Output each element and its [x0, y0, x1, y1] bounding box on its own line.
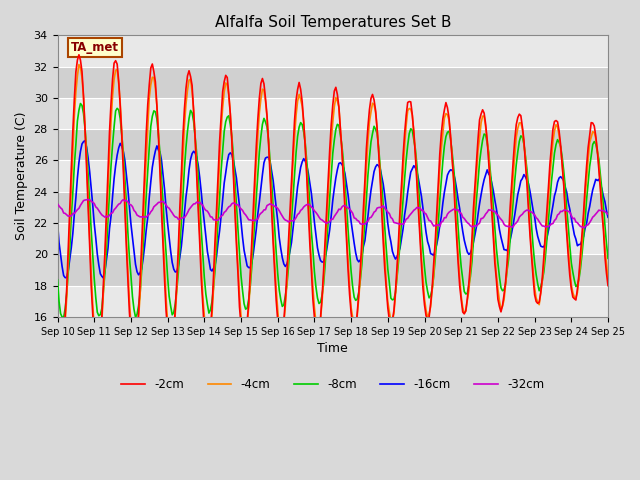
Bar [58, 160, 608, 192]
Bar [58, 254, 608, 286]
Bar [58, 192, 608, 223]
Title: Alfalfa Soil Temperatures Set B: Alfalfa Soil Temperatures Set B [214, 15, 451, 30]
Bar [58, 67, 608, 98]
Text: TA_met: TA_met [71, 41, 119, 54]
Y-axis label: Soil Temperature (C): Soil Temperature (C) [15, 112, 28, 240]
Legend: -2cm, -4cm, -8cm, -16cm, -32cm: -2cm, -4cm, -8cm, -16cm, -32cm [116, 373, 549, 396]
Bar [58, 129, 608, 160]
Bar [58, 98, 608, 129]
Bar [58, 36, 608, 67]
Bar [58, 223, 608, 254]
X-axis label: Time: Time [317, 342, 348, 355]
Bar [58, 286, 608, 317]
